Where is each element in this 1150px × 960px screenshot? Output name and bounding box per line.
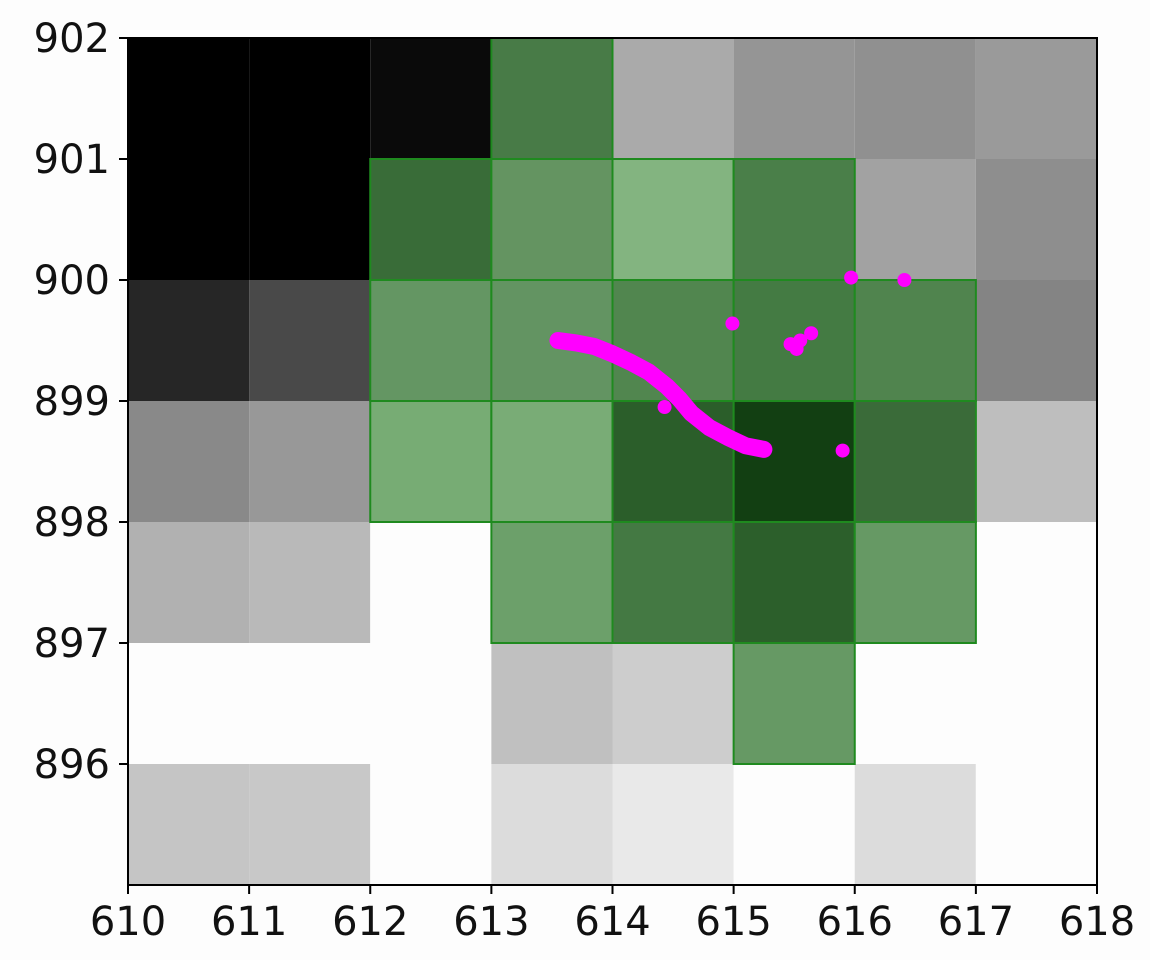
green-cell (732, 521, 856, 644)
green-cell (490, 400, 614, 523)
x-tick-label: 612 (332, 899, 408, 945)
y-tick-label: 900 (34, 258, 110, 304)
gray-cell (370, 38, 492, 159)
data-point (897, 273, 912, 287)
gray-cell (249, 643, 371, 764)
x-tick-label: 614 (574, 899, 650, 945)
gray-cell (370, 764, 492, 885)
gray-cell (975, 159, 1097, 280)
gray-cell (249, 764, 371, 885)
data-point (793, 333, 808, 348)
green-cell (611, 158, 735, 281)
gray-cell (975, 38, 1097, 159)
gray-cell (975, 764, 1097, 885)
gray-cell (975, 522, 1097, 643)
x-tick-label: 611 (211, 899, 287, 945)
gray-cell (128, 38, 250, 159)
green-cell (490, 521, 614, 644)
x-tick-label: 610 (90, 899, 166, 945)
gray-cell (491, 643, 613, 764)
data-point (835, 443, 850, 458)
gray-cell (128, 401, 250, 522)
x-tick-label: 613 (453, 899, 529, 945)
gray-cell (975, 643, 1097, 764)
gray-cell (733, 38, 855, 159)
gray-cell (612, 38, 734, 159)
gray-cell (854, 159, 976, 280)
gray-cell (854, 38, 976, 159)
gray-cell (249, 38, 371, 159)
x-tick-label: 615 (695, 899, 771, 945)
gray-cell (854, 643, 976, 764)
y-tick-label: 901 (34, 137, 110, 183)
gray-cell (128, 764, 250, 885)
green-cell (611, 400, 735, 523)
gray-cell (249, 280, 371, 401)
gray-cell (128, 280, 250, 401)
green-cell (369, 279, 493, 402)
green-cell (732, 642, 856, 765)
trajectory-curve (549, 332, 773, 458)
green-cell (853, 279, 977, 402)
green-cell (369, 158, 493, 281)
gray-cell (249, 159, 371, 280)
y-tick-label: 899 (34, 379, 110, 425)
data-point (844, 270, 859, 285)
green-cell (490, 37, 614, 160)
gray-cell (128, 159, 250, 280)
y-axis: 896 897 898 899 900 901 902 (34, 16, 128, 788)
gray-cell (370, 643, 492, 764)
green-cell (369, 400, 493, 523)
x-tick-label: 618 (1059, 899, 1135, 945)
gray-cell (491, 764, 613, 885)
y-tick-label: 897 (34, 621, 110, 667)
gray-cell (975, 401, 1097, 522)
x-axis: 610 611 612 613 614 615 616 617 618 (90, 885, 1135, 945)
gray-cell (249, 522, 371, 643)
gray-cell (612, 643, 734, 764)
green-cell (853, 521, 977, 644)
x-tick-label: 616 (817, 899, 893, 945)
scatter-points (657, 270, 912, 458)
y-tick-label: 902 (34, 16, 110, 62)
green-cell (490, 158, 614, 281)
x-tick-label: 617 (938, 899, 1014, 945)
y-tick-label: 898 (34, 500, 110, 546)
green-cell (853, 400, 977, 523)
gray-cell (733, 764, 855, 885)
gray-cell (249, 401, 371, 522)
gray-cell (370, 522, 492, 643)
data-point (725, 316, 740, 331)
green-cell (611, 521, 735, 644)
gray-cell (128, 643, 250, 764)
y-tick-label: 896 (34, 742, 110, 788)
gray-cell (128, 522, 250, 643)
gray-cell (612, 764, 734, 885)
gray-cell (975, 280, 1097, 401)
green-cell (732, 158, 856, 281)
data-point (804, 326, 819, 341)
green-cell (732, 400, 856, 523)
gray-cell (854, 764, 976, 885)
data-point (657, 400, 672, 415)
